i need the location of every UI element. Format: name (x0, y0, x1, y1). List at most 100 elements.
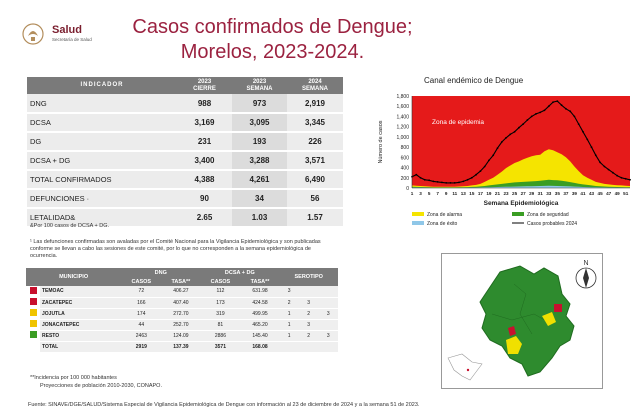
serotipo-3 (318, 341, 338, 353)
serotipo-2 (298, 286, 319, 298)
municipio-header: MUNICIPIO (26, 268, 122, 286)
value-2024-semana: 56 (287, 189, 343, 209)
dng-tasa: 124.09 (161, 330, 201, 342)
serotipo-3: 3 (318, 308, 338, 320)
risk-color-cell (26, 286, 40, 298)
serotipo-1: 3 (279, 286, 299, 298)
value-2023-cierre: 2.65 (177, 208, 232, 228)
morelos-state-shape (479, 265, 575, 377)
point-casos-probables-2024 (441, 181, 443, 184)
temoac-region (554, 304, 562, 312)
municipality-row: JONACATEPEC 44 252.70 81 465.20 1 3 (26, 319, 338, 331)
y-tick-label: 1,000 (396, 135, 409, 141)
col-2024-semana-header: 2024 SEMANA (287, 77, 343, 94)
indicator-row: DNG 988 973 2,919 (27, 94, 343, 114)
point-casos-probables-2024 (492, 154, 495, 157)
point-casos-probables-2024 (603, 165, 606, 168)
x-tick-label: 13 (461, 191, 467, 196)
area-zona-de-alarma (412, 149, 630, 188)
point-casos-probables-2024 (462, 180, 465, 183)
point-casos-probables-2024 (590, 146, 593, 148)
legend-swatch (412, 212, 424, 216)
point-casos-probables-2024 (599, 161, 601, 164)
point-casos-probables-2024 (560, 104, 563, 107)
dcsa-casos: 3571 (200, 341, 241, 353)
dcsa-casos: 2886 (200, 330, 241, 342)
serotipo-3 (318, 319, 338, 331)
risk-color-swatch (29, 331, 37, 338)
point-casos-probables-2024 (415, 173, 418, 176)
indicator-label: DCSA + DG (27, 151, 177, 171)
x-tick-label: 17 (478, 191, 484, 196)
title-line-2: Morelos, 2023-2024. (180, 41, 365, 63)
y-tick-label: 1,200 (396, 125, 409, 131)
point-casos-probables-2024 (483, 165, 486, 168)
y-tick-label: 1,800 (396, 94, 409, 100)
x-tick-label: 3 (419, 191, 422, 196)
point-casos-probables-2024 (629, 178, 631, 181)
legend-label: Casos probables 2024 (527, 221, 577, 227)
point-casos-probables-2024 (530, 115, 533, 118)
municipality-row: JOJUTLA 174 272.70 319 499.95 1 2 3 (26, 308, 338, 320)
dcsa-tasa: 424.58 (240, 297, 280, 309)
indicator-label: DG (27, 132, 177, 152)
source-footer: Fuente: SINAVE/DGE/SALUD/Sistema Especia… (28, 402, 420, 408)
point-casos-probables-2024 (577, 123, 580, 125)
risk-color-cell (26, 308, 40, 320)
indicator-row: DCSA 3,169 3,095 3,345 (27, 113, 343, 133)
dcsa-casos: 319 (200, 308, 241, 320)
dng-casos-header: CASOS (121, 277, 162, 286)
serotipo-header: SEROTIPO (279, 268, 338, 286)
municipality-row: RESTO 2463 124.09 2886 145.40 1 2 3 (26, 330, 338, 342)
x-tick-label: 51 (623, 191, 629, 196)
title-line-1: Casos confirmados de Dengue; (132, 16, 413, 38)
point-casos-probables-2024 (620, 176, 623, 179)
point-casos-probables-2024 (586, 138, 589, 141)
municipality-name: RESTO (40, 330, 122, 342)
point-casos-probables-2024 (624, 177, 627, 180)
note-incidencia: **Incidencia por 100 000 habitantes (30, 375, 117, 381)
serotipo-1: 1 (279, 330, 299, 342)
x-tick-label: 39 (572, 191, 578, 196)
dng-tasa: 406.27 (161, 286, 201, 298)
indicators-table: INDICADOR 2023 CIERRE 2023 SEMANA 2024 S… (27, 77, 343, 228)
indicator-label: DEFUNCIONES · (27, 189, 177, 209)
y-tick-label: 1,400 (396, 114, 409, 120)
risk-color-swatch (29, 286, 37, 294)
point-casos-probables-2024 (505, 137, 507, 139)
point-casos-probables-2024 (565, 107, 567, 110)
dng-tasa-header: TASA** (161, 277, 201, 286)
risk-color-cell (26, 330, 40, 342)
x-tick-label: 15 (469, 191, 475, 196)
point-casos-probables-2024 (488, 159, 490, 162)
municipality-name: TEMOAC (40, 286, 122, 298)
dng-casos: 166 (121, 297, 162, 309)
point-casos-probables-2024 (522, 123, 524, 125)
x-tick-label: 31 (538, 191, 544, 196)
risk-color-swatch (29, 298, 37, 305)
point-casos-probables-2024 (449, 182, 452, 184)
point-casos-probables-2024 (436, 181, 439, 183)
point-casos-probables-2024 (419, 176, 422, 179)
chart-title: Canal endémico de Dengue (424, 76, 524, 85)
municipality-name: ZACATEPEC (40, 297, 122, 309)
mexico-inset-icon (447, 353, 483, 381)
x-tick-label: 11 (452, 191, 457, 196)
point-casos-probables-2024 (569, 110, 572, 113)
x-tick-label: 9 (445, 191, 448, 196)
indicators-header-row: INDICADOR 2023 CIERRE 2023 SEMANA 2024 S… (27, 77, 343, 94)
point-casos-probables-2024 (556, 100, 559, 102)
y-tick-label: 200 (401, 176, 410, 182)
indicator-row: TOTAL CONFIRMADOS 4,388 4,261 6,490 (27, 170, 343, 190)
point-casos-probables-2024 (500, 141, 503, 143)
indicator-header: INDICADOR (27, 77, 177, 94)
dng-casos: 44 (121, 319, 162, 331)
dng-tasa: 407.40 (161, 297, 201, 309)
x-tick-label: 47 (606, 191, 612, 196)
dng-casos: 72 (121, 286, 162, 298)
col-2023-semana-header: 2023 SEMANA (232, 77, 287, 94)
value-2023-semana: 3,288 (232, 151, 287, 171)
value-2024-semana: 1.57 (287, 208, 343, 228)
dcsa-tasa: 631.98 (240, 286, 280, 298)
